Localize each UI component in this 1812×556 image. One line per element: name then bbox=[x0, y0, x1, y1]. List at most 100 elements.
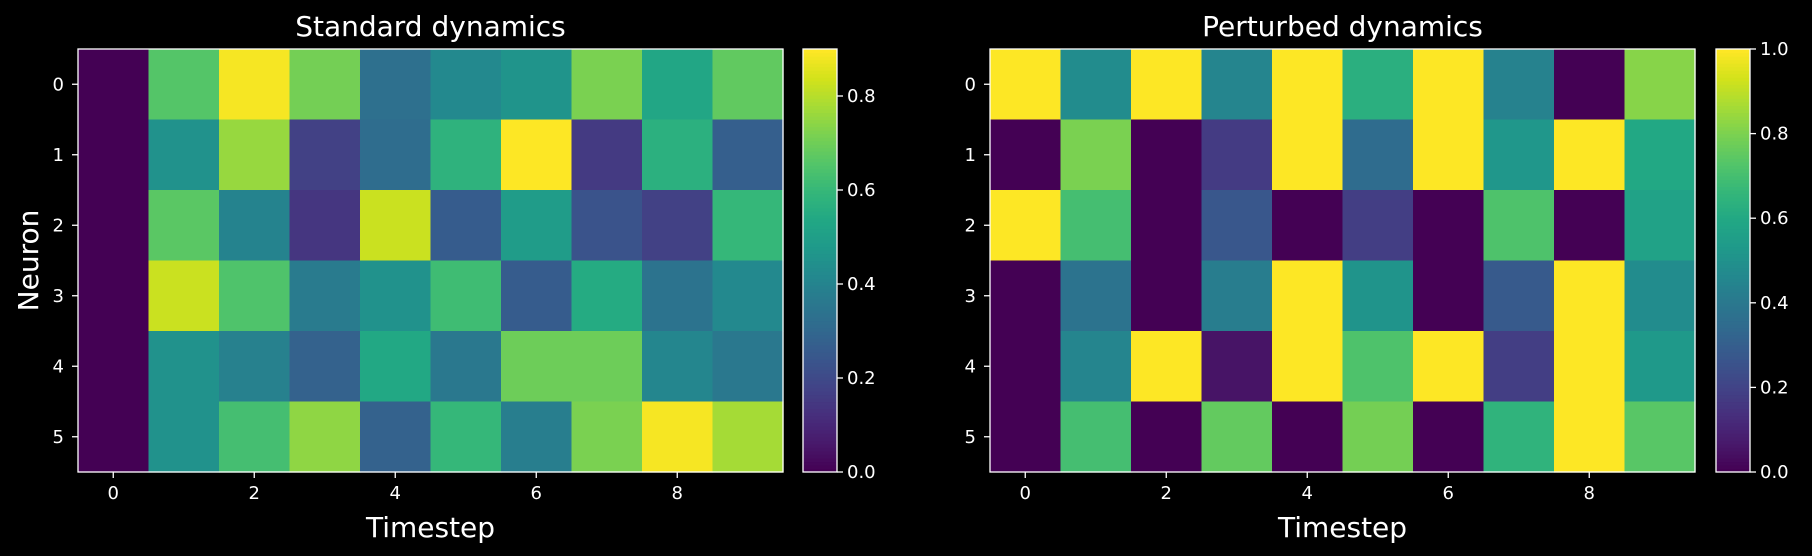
colorbar-segment bbox=[803, 440, 837, 445]
colorbar-segment bbox=[1716, 415, 1750, 420]
colorbar-segment bbox=[1716, 468, 1750, 473]
heatmap-cell bbox=[289, 49, 361, 121]
colorbar-segment bbox=[1716, 190, 1750, 195]
heatmap-cell bbox=[1413, 401, 1485, 473]
colorbar-segment bbox=[1716, 383, 1750, 389]
colorbar-segment bbox=[1716, 218, 1750, 223]
heatmap-cell bbox=[990, 260, 1062, 332]
colorbar-segment bbox=[803, 292, 837, 297]
colorbar-segment bbox=[1716, 98, 1750, 103]
heatmap-cell bbox=[148, 49, 220, 121]
colorbar-segment bbox=[1716, 313, 1750, 318]
colorbar-segment bbox=[1716, 186, 1750, 191]
heatmap-cell bbox=[1413, 260, 1485, 332]
heatmap-cell bbox=[501, 401, 573, 473]
colorbar-segment bbox=[1716, 66, 1750, 71]
heatmap-cell bbox=[1554, 119, 1626, 191]
colorbar-segment bbox=[1716, 182, 1750, 188]
heatmap-cell bbox=[219, 119, 291, 191]
colorbar-segment bbox=[1716, 154, 1750, 159]
heatmap-cell bbox=[642, 119, 714, 191]
colorbar-segment bbox=[1716, 355, 1750, 360]
colorbar-segment bbox=[1716, 101, 1750, 107]
colorbar-segment bbox=[803, 436, 837, 441]
heatmap-cell bbox=[1483, 49, 1555, 121]
heatmap-cell bbox=[219, 49, 291, 121]
colorbar-segment bbox=[803, 179, 837, 184]
colorbar-segment bbox=[803, 295, 837, 300]
heatmap-cell bbox=[78, 119, 150, 191]
heatmap-cell bbox=[712, 119, 784, 191]
colorbar-segment bbox=[1716, 348, 1750, 353]
colorbar-segment bbox=[1716, 91, 1750, 96]
colorbar-segment bbox=[1716, 77, 1750, 82]
colorbar-segment bbox=[803, 461, 837, 466]
colorbar-segment bbox=[1716, 112, 1750, 117]
colorbar-segment bbox=[1716, 436, 1750, 441]
heatmap-cell bbox=[430, 190, 502, 262]
heatmap-cell bbox=[1201, 260, 1273, 332]
heatmap-cell bbox=[430, 119, 502, 191]
colorbar-segment bbox=[1716, 464, 1750, 470]
colorbar-segment bbox=[803, 256, 837, 262]
heatmap-cell bbox=[289, 190, 361, 262]
colorbar-segment bbox=[803, 175, 837, 181]
heatmap-cell bbox=[1413, 49, 1485, 121]
colorbar-segment bbox=[803, 154, 837, 159]
colorbar-segment bbox=[803, 383, 837, 389]
colorbar-segment bbox=[1716, 394, 1750, 399]
colorbar-segment bbox=[803, 101, 837, 107]
colorbar-segment bbox=[1716, 63, 1750, 68]
colorbar-tick-label: 0.4 bbox=[1760, 293, 1789, 314]
colorbar-segment bbox=[1716, 281, 1750, 286]
colorbar-segment bbox=[1716, 274, 1750, 279]
heatmap-cell bbox=[1624, 119, 1696, 191]
colorbar-segment bbox=[803, 172, 837, 177]
colorbar-segment bbox=[803, 242, 837, 248]
heatmap-cell bbox=[360, 401, 432, 473]
heatmap-cell bbox=[1554, 49, 1626, 121]
heatmap-cell bbox=[1342, 260, 1414, 332]
colorbar-segment bbox=[1716, 267, 1750, 272]
colorbar-segment bbox=[1716, 457, 1750, 463]
colorbar-segment bbox=[803, 408, 837, 413]
colorbar-segment bbox=[1716, 401, 1750, 406]
x-tick-label: 0 bbox=[1020, 483, 1031, 504]
heatmap-cell bbox=[1272, 331, 1344, 403]
colorbar-segment bbox=[803, 140, 837, 145]
colorbar-segment bbox=[1716, 285, 1750, 290]
colorbar-segment bbox=[803, 260, 837, 265]
colorbar-segment bbox=[1716, 242, 1750, 248]
heatmap-cell bbox=[1201, 331, 1273, 403]
colorbar-segment bbox=[1716, 232, 1750, 237]
colorbar-segment bbox=[803, 137, 837, 142]
heatmap-cell bbox=[360, 331, 432, 403]
colorbar-segment bbox=[803, 267, 837, 272]
heatmap-cell bbox=[289, 401, 361, 473]
heatmap-cell bbox=[990, 401, 1062, 473]
heatmap-cell bbox=[1342, 401, 1414, 473]
colorbar-frame bbox=[802, 48, 838, 473]
colorbar-segment bbox=[803, 302, 837, 307]
heatmap-cell bbox=[148, 401, 220, 473]
colorbar-segment bbox=[1716, 80, 1750, 85]
colorbar-segment bbox=[1716, 158, 1750, 163]
colorbar-segment bbox=[803, 87, 837, 92]
colorbar-segment bbox=[803, 182, 837, 188]
colorbar-segment bbox=[1716, 461, 1750, 466]
heatmap-cell bbox=[712, 260, 784, 332]
heatmap-cell bbox=[642, 331, 714, 403]
colorbar-segment bbox=[1716, 352, 1750, 357]
heatmap-cell bbox=[1272, 119, 1344, 191]
colorbar-segment bbox=[803, 323, 837, 329]
heatmap-cell bbox=[78, 401, 150, 473]
heatmap-cell bbox=[1624, 190, 1696, 262]
colorbar-tick-label: 0.4 bbox=[847, 274, 876, 295]
colorbar-segment bbox=[1716, 123, 1750, 128]
colorbar-segment bbox=[803, 278, 837, 283]
heatmap-cell bbox=[1342, 331, 1414, 403]
colorbar-segment bbox=[803, 433, 837, 438]
heatmap-cell bbox=[1131, 260, 1203, 332]
colorbar-segment bbox=[803, 165, 837, 170]
